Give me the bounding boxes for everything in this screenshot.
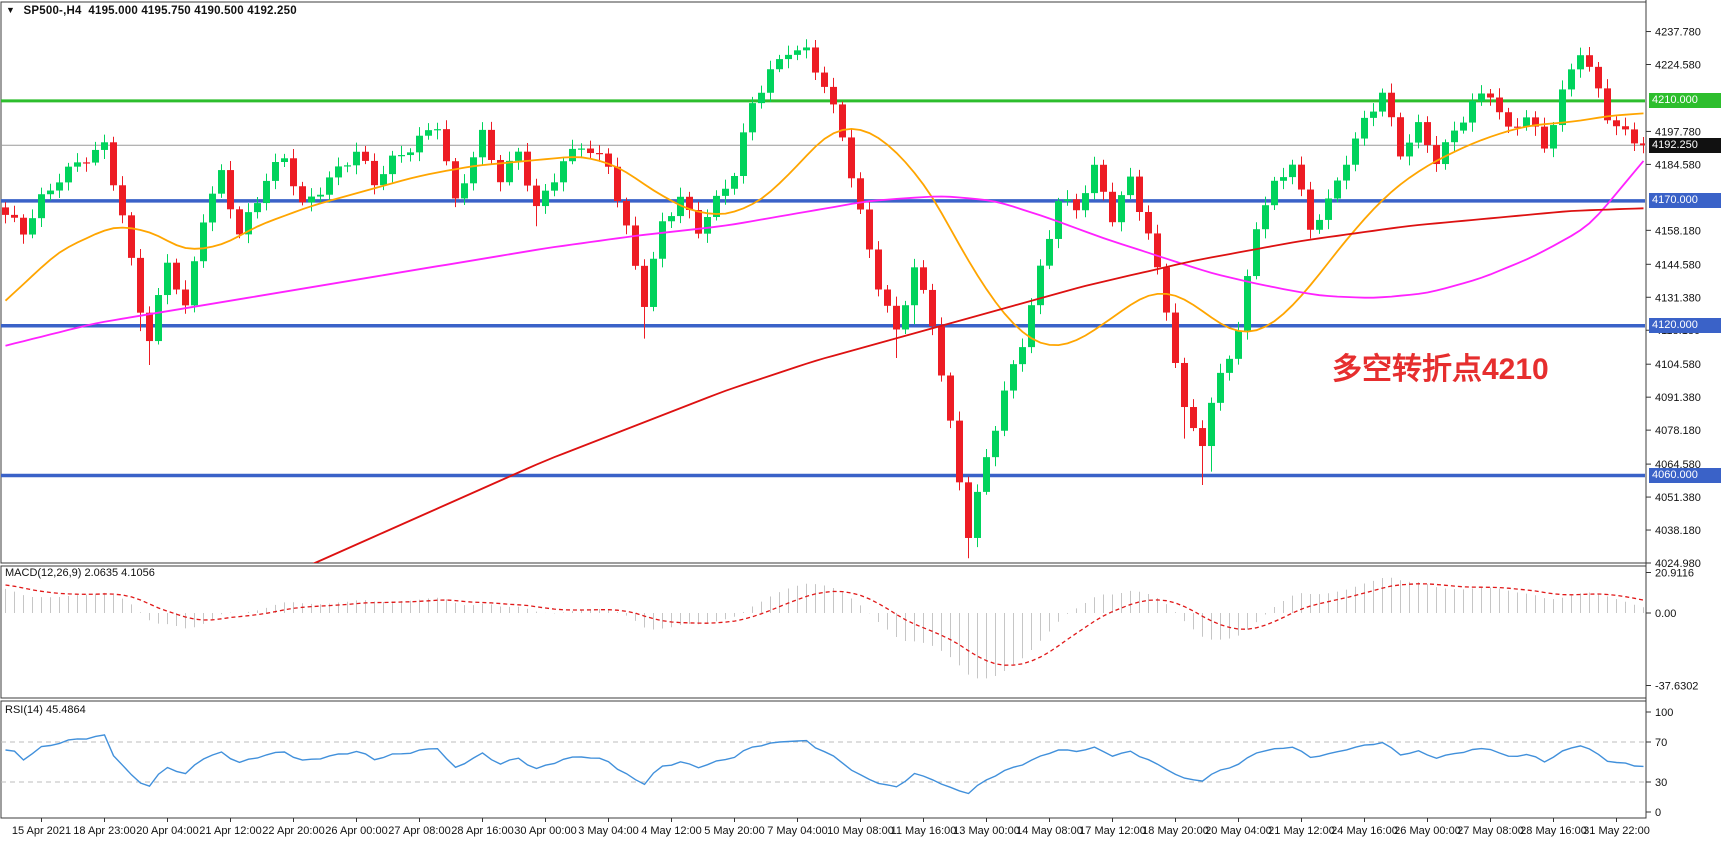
macd-panel[interactable] (0, 565, 1647, 699)
rsi-series (1, 734, 1646, 795)
rsi-scale-label: 30 (1655, 777, 1667, 789)
price-tick-label: 4224.580 (1655, 60, 1701, 72)
time-axis-label: 3 May 04:00 (578, 825, 639, 837)
price-tick-label: 4237.780 (1655, 27, 1701, 39)
time-axis-label: 10 May 08:00 (827, 825, 894, 837)
time-axis-label: 11 May 16:00 (891, 825, 957, 837)
macd-indicator-label: MACD(12,26,9) 2.0635 4.1056 (5, 567, 155, 579)
time-axis-label: 14 May 08:00 (1016, 825, 1083, 837)
price-tick-label: 4091.380 (1655, 392, 1701, 404)
medium-ma-magenta (5, 160, 1645, 347)
time-axis-label: 4 May 12:00 (641, 825, 702, 837)
time-axis-label: 18 May 20:00 (1142, 825, 1209, 837)
price-tick-label: 4197.780 (1655, 126, 1701, 138)
time-axis-label: 5 May 20:00 (704, 825, 765, 837)
rsi-scale-label: 0 (1655, 807, 1661, 819)
rsi-scale-label: 100 (1655, 707, 1673, 719)
time-axis-label: 28 May 16:00 (1520, 825, 1587, 837)
macd-scale-label: -37.6302 (1655, 681, 1698, 693)
price-tick-label: 4024.980 (1655, 558, 1701, 570)
time-axis: 15 Apr 2021 18 Apr 23:00 20 Apr 04:00 21 Ap… (12, 818, 1650, 837)
fast-ma-orange (4, 112, 1644, 347)
price-tick-label: 4038.180 (1655, 525, 1701, 537)
macd-scale-label: 20.9116 (1655, 568, 1694, 580)
time-axis-label: 15 Apr 2021 (12, 825, 71, 837)
symbol-dropdown-icon[interactable]: ▼ (6, 5, 16, 15)
slow-ma-red (312, 207, 1644, 563)
macd-series (5, 577, 1644, 679)
chart-header: ▼ SP500-,H4 4195.000 4195.750 4190.500 4… (6, 5, 297, 17)
macd-signal-line (5, 583, 1644, 666)
price-tick-label: 4144.580 (1655, 259, 1701, 271)
time-axis-label: 31 May 22:00 (1583, 825, 1650, 837)
rsi-scale-label: 70 (1655, 737, 1667, 749)
chart-annotation-text: 多空转折点4210 (1332, 353, 1549, 386)
time-axis-label: 22 Apr 20:00 (262, 825, 324, 837)
price-tick-label: 4131.380 (1655, 292, 1701, 304)
time-axis-label: 26 May 00:00 (1394, 825, 1461, 837)
time-axis-label: 26 Apr 00:00 (325, 825, 387, 837)
time-axis-label: 20 Apr 04:00 (136, 825, 198, 837)
symbol-name: SP500-,H4 (23, 5, 82, 17)
time-axis-label: 20 May 04:00 (1205, 825, 1272, 837)
price-tick-label: 4158.180 (1655, 225, 1701, 237)
price-badge-4060.000: 4060.000 (1649, 468, 1721, 484)
ohlc-values: 4195.000 4195.750 4190.500 4192.250 (88, 5, 297, 17)
time-axis-label: 7 May 04:00 (767, 825, 828, 837)
price-badge-4210.000: 4210.000 (1649, 93, 1721, 109)
price-tick-label: 4184.580 (1655, 159, 1701, 171)
price-tick-label: 4104.580 (1655, 359, 1701, 371)
rsi-indicator-label: RSI(14) 45.4864 (5, 704, 86, 716)
time-axis-label: 18 Apr 23:00 (73, 825, 135, 837)
price-badge-4170.000: 4170.000 (1649, 193, 1721, 209)
time-axis-label: 24 May 16:00 (1331, 825, 1398, 837)
rsi-panel[interactable] (0, 700, 1647, 819)
candlestick-series (2, 39, 1645, 559)
time-axis-label: 27 Apr 08:00 (388, 825, 450, 837)
time-axis-label: 27 May 08:00 (1457, 825, 1524, 837)
macd-scale-label: 0.00 (1655, 608, 1676, 620)
main-chart-layer (1, 39, 1645, 563)
main-price-panel[interactable] (0, 1, 1647, 564)
time-axis-label: 21 Apr 12:00 (199, 825, 261, 837)
rsi-line (5, 734, 1644, 795)
time-axis-label: 30 Apr 00:00 (514, 825, 576, 837)
time-axis-label: 21 May 12:00 (1268, 825, 1335, 837)
price-badge-4120.000: 4120.000 (1649, 318, 1721, 334)
time-axis-label: 17 May 12:00 (1079, 825, 1146, 837)
price-badge-4192.250: 4192.250 (1649, 137, 1721, 153)
price-tick-label: 4078.180 (1655, 425, 1701, 437)
time-axis-label: 13 May 00:00 (953, 825, 1020, 837)
time-axis-label: 28 Apr 16:00 (451, 825, 513, 837)
price-tick-label: 4051.380 (1655, 492, 1701, 504)
